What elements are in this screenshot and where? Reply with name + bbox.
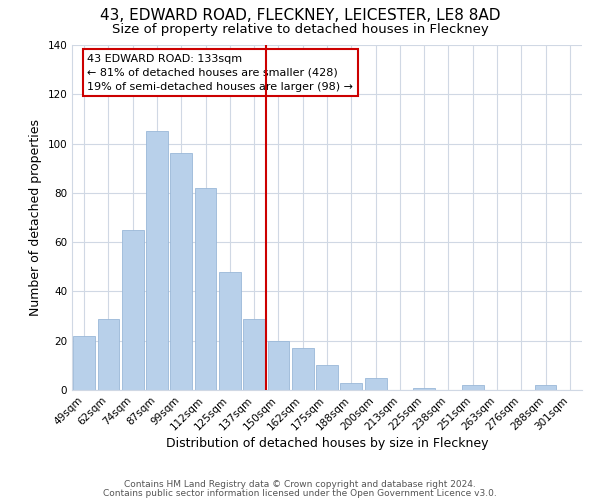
Bar xyxy=(243,318,265,390)
Bar xyxy=(170,154,192,390)
Bar xyxy=(365,378,386,390)
Bar xyxy=(146,131,168,390)
Bar xyxy=(73,336,95,390)
Bar xyxy=(340,382,362,390)
Bar xyxy=(268,340,289,390)
Text: Contains HM Land Registry data © Crown copyright and database right 2024.: Contains HM Land Registry data © Crown c… xyxy=(124,480,476,489)
Bar xyxy=(462,385,484,390)
Bar xyxy=(97,318,119,390)
Bar xyxy=(413,388,435,390)
Text: 43 EDWARD ROAD: 133sqm
← 81% of detached houses are smaller (428)
19% of semi-de: 43 EDWARD ROAD: 133sqm ← 81% of detached… xyxy=(88,54,353,92)
X-axis label: Distribution of detached houses by size in Fleckney: Distribution of detached houses by size … xyxy=(166,438,488,450)
Text: 43, EDWARD ROAD, FLECKNEY, LEICESTER, LE8 8AD: 43, EDWARD ROAD, FLECKNEY, LEICESTER, LE… xyxy=(100,8,500,22)
Bar xyxy=(292,348,314,390)
Bar xyxy=(122,230,143,390)
Text: Contains public sector information licensed under the Open Government Licence v3: Contains public sector information licen… xyxy=(103,488,497,498)
Bar xyxy=(194,188,217,390)
Bar xyxy=(316,366,338,390)
Bar xyxy=(219,272,241,390)
Bar xyxy=(535,385,556,390)
Text: Size of property relative to detached houses in Fleckney: Size of property relative to detached ho… xyxy=(112,22,488,36)
Y-axis label: Number of detached properties: Number of detached properties xyxy=(29,119,42,316)
